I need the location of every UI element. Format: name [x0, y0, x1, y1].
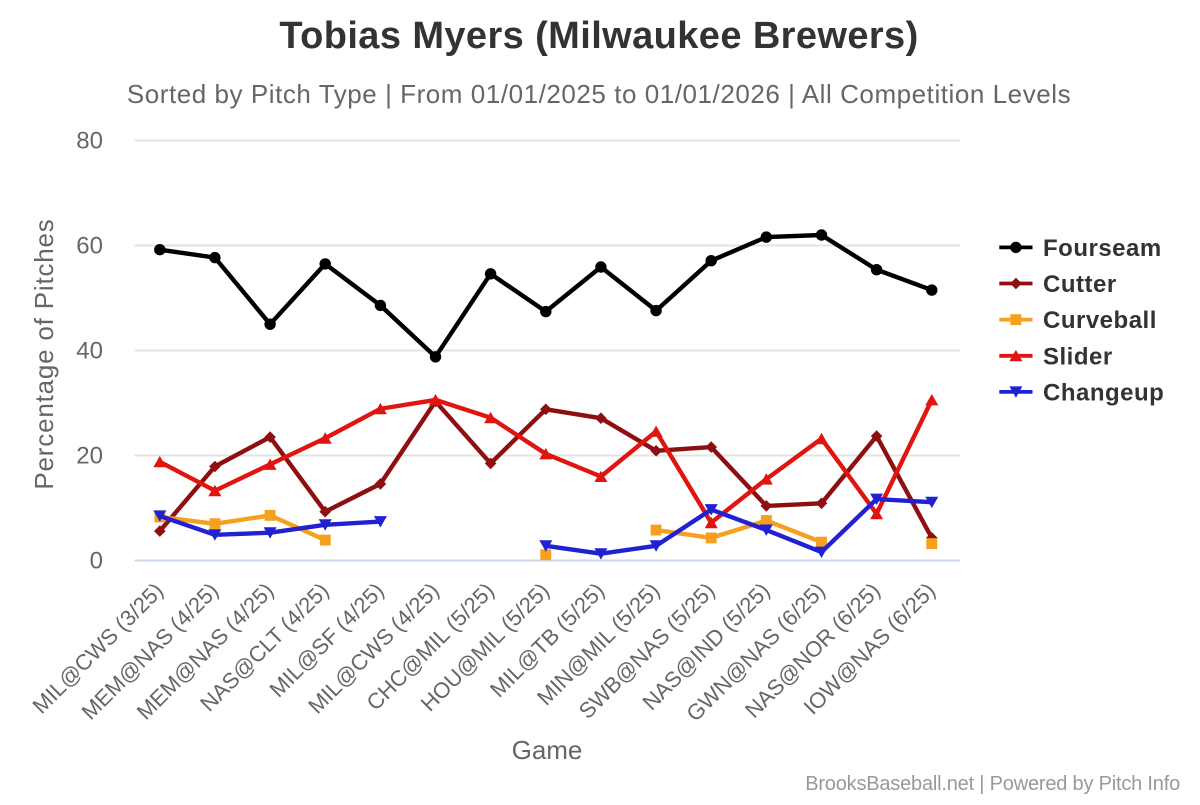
svg-text:Changeup: Changeup	[1043, 379, 1164, 406]
svg-text:Cutter: Cutter	[1043, 271, 1117, 298]
svg-text:Slider: Slider	[1043, 343, 1113, 370]
svg-text:BrooksBaseball.net | Powered b: BrooksBaseball.net | Powered by Pitch In…	[805, 773, 1180, 795]
svg-text:20: 20	[76, 443, 103, 470]
svg-text:Percentage of Pitches: Percentage of Pitches	[29, 218, 59, 489]
svg-text:Curveball: Curveball	[1043, 307, 1157, 334]
svg-text:Fourseam: Fourseam	[1043, 235, 1162, 262]
svg-text:Tobias Myers (Milwaukee Brewer: Tobias Myers (Milwaukee Brewers)	[279, 15, 918, 57]
svg-text:Game: Game	[512, 735, 583, 765]
svg-text:60: 60	[76, 233, 103, 260]
svg-text:40: 40	[76, 338, 103, 365]
svg-text:Sorted by Pitch Type | From 01: Sorted by Pitch Type | From 01/01/2025 t…	[127, 79, 1071, 109]
svg-text:80: 80	[76, 128, 103, 155]
svg-text:0: 0	[90, 548, 103, 575]
